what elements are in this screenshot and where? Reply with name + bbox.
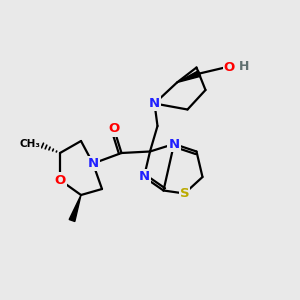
Text: CH₃: CH₃ <box>20 139 40 149</box>
Text: N: N <box>168 137 180 151</box>
Text: O: O <box>108 122 120 136</box>
Polygon shape <box>177 71 201 82</box>
Polygon shape <box>69 195 81 221</box>
Text: N: N <box>149 97 160 110</box>
Text: S: S <box>180 187 189 200</box>
Text: O: O <box>224 61 235 74</box>
Text: O: O <box>54 173 66 187</box>
Text: H: H <box>239 59 250 73</box>
Text: N: N <box>87 157 99 170</box>
Text: N: N <box>138 170 150 184</box>
